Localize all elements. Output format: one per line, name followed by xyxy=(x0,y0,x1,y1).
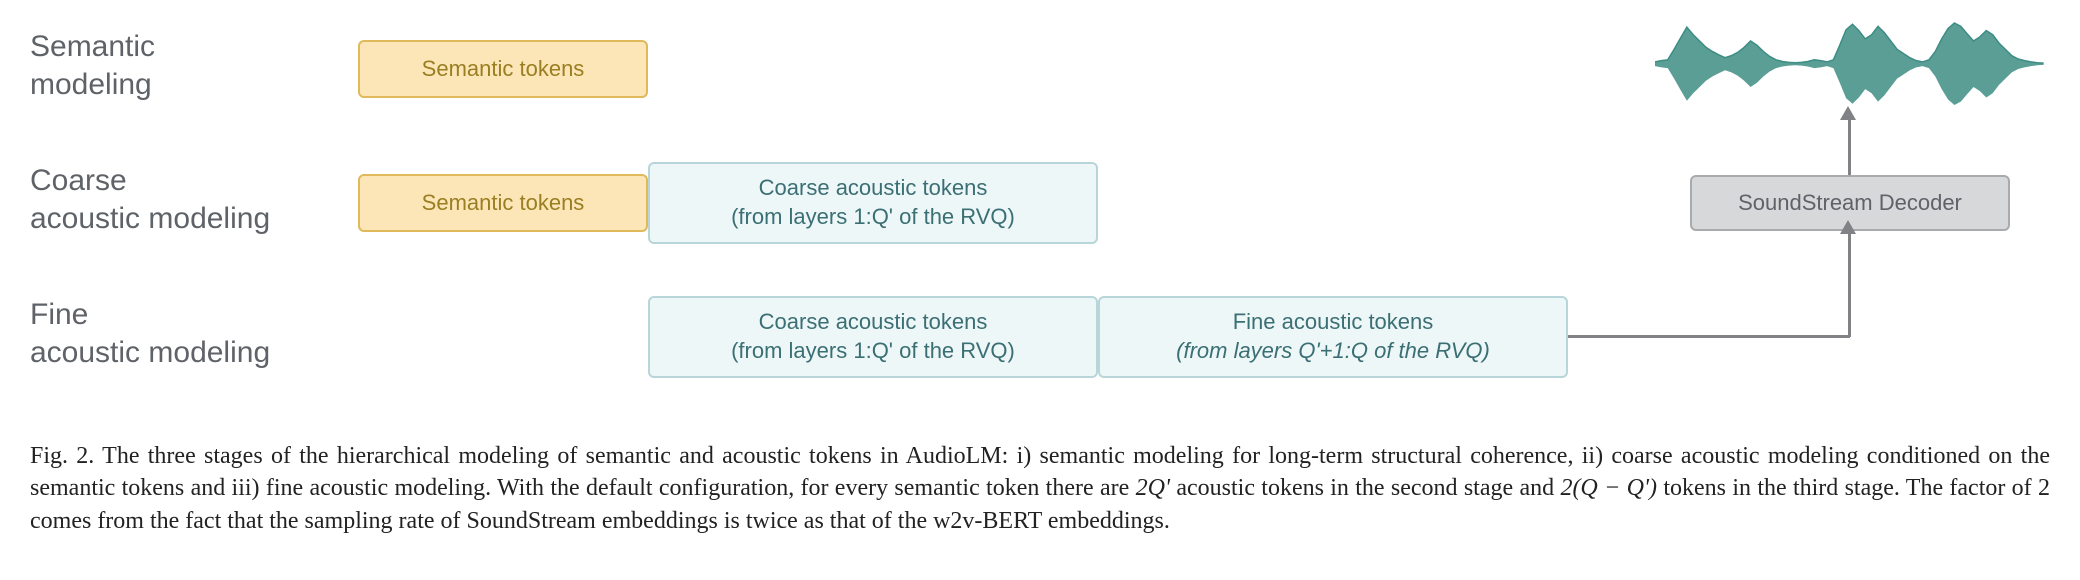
caption-part-2: acoustic tokens in the second stage and xyxy=(1170,475,1560,501)
waveform-icon xyxy=(1655,20,2050,108)
coarse-acoustic-label-2b: (from layers 1:Q' of the RVQ) xyxy=(731,338,1015,363)
fine-acoustic-box: Fine acoustic tokens (from layers Q'+1:Q… xyxy=(1098,296,1568,378)
caption-math-2: 2(Q − Q') xyxy=(1560,475,1657,501)
coarse-acoustic-label-1b: (from layers 1:Q' of the RVQ) xyxy=(731,204,1015,229)
arrow-fine-to-decoder-head-icon xyxy=(1840,220,1856,234)
soundstream-decoder-label: SoundStream Decoder xyxy=(1738,189,1962,218)
row-label-coarse-l1: Coarse xyxy=(30,164,127,197)
coarse-acoustic-label-1a: Coarse acoustic tokens xyxy=(759,175,988,200)
coarse-acoustic-label-2a: Coarse acoustic tokens xyxy=(759,309,988,334)
fine-acoustic-label-b: (from layers Q'+1:Q of the RVQ) xyxy=(1176,338,1490,363)
fine-acoustic-label-a: Fine acoustic tokens xyxy=(1233,309,1434,334)
row-label-fine: Fine acoustic modeling xyxy=(30,296,270,371)
semantic-tokens-box-1: Semantic tokens xyxy=(358,40,648,98)
coarse-acoustic-box-1: Coarse acoustic tokens (from layers 1:Q'… xyxy=(648,162,1098,244)
arrow-fine-to-decoder-v xyxy=(1848,231,1851,337)
row-label-coarse: Coarse acoustic modeling xyxy=(30,162,270,237)
arrow-decoder-to-wave-v xyxy=(1848,118,1851,175)
row-label-coarse-l2: acoustic modeling xyxy=(30,202,270,235)
row-label-fine-l2: acoustic modeling xyxy=(30,336,270,369)
row-label-semantic: Semantic modeling xyxy=(30,28,155,103)
row-label-semantic-l2: modeling xyxy=(30,68,152,101)
semantic-tokens-label-2: Semantic tokens xyxy=(422,189,585,218)
semantic-tokens-label-1: Semantic tokens xyxy=(422,55,585,84)
figure-caption: Fig. 2. The three stages of the hierarch… xyxy=(30,440,2050,537)
coarse-acoustic-box-2: Coarse acoustic tokens (from layers 1:Q'… xyxy=(648,296,1098,378)
arrow-decoder-to-wave-head-icon xyxy=(1840,106,1856,120)
row-label-semantic-l1: Semantic xyxy=(30,30,155,63)
caption-math-1: 2Q' xyxy=(1136,475,1170,501)
semantic-tokens-box-2: Semantic tokens xyxy=(358,174,648,232)
arrow-fine-to-decoder-h xyxy=(1568,335,1850,338)
caption-prefix: Fig. 2. xyxy=(30,443,94,469)
row-label-fine-l1: Fine xyxy=(30,298,88,331)
